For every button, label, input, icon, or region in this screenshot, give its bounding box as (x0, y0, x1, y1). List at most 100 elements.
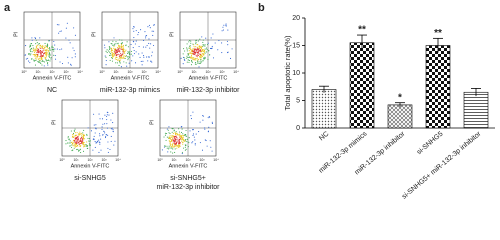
flow-event (69, 42, 71, 44)
flow-event (201, 55, 203, 57)
flow-caption: si-SNHG5 (74, 175, 106, 182)
flow-event (175, 145, 177, 147)
flow-event (199, 142, 201, 144)
flow-y-label: PI (169, 32, 175, 37)
flow-event (36, 47, 38, 49)
flow-y-label: PI (149, 120, 155, 125)
flow-event (70, 130, 72, 132)
flow-event (121, 39, 123, 41)
flow-event (104, 136, 107, 139)
flow-event (29, 44, 31, 46)
flow-event (33, 60, 35, 62)
flow-event (70, 146, 73, 149)
flow-event (201, 46, 203, 48)
flow-event (47, 48, 49, 50)
flow-event (204, 139, 206, 141)
flow-event (182, 133, 184, 135)
flow-event (202, 119, 204, 121)
flow-event (192, 111, 194, 113)
flow-event (25, 54, 27, 56)
flow-event (205, 37, 207, 39)
flow-event (34, 64, 37, 66)
flow-event (151, 51, 153, 53)
flow-event (77, 138, 79, 140)
flow-event (82, 132, 84, 134)
flow-event (178, 141, 181, 143)
flow-event (164, 132, 166, 134)
flow-event (172, 141, 174, 143)
flow-event (66, 22, 68, 24)
x-tick-label: si-SNHG5+ miR-132-3p inhibitor (401, 130, 483, 199)
flow-event (107, 134, 109, 136)
flow-event (163, 146, 165, 148)
flow-event (189, 47, 191, 50)
flow-event (197, 60, 199, 62)
flow-event (201, 51, 203, 53)
flow-event (166, 136, 168, 138)
flow-event (110, 128, 112, 130)
flow-event (101, 118, 104, 120)
flow-event (34, 48, 36, 50)
flow-event (163, 136, 165, 138)
flow-event (83, 138, 85, 140)
flow-event (178, 146, 181, 148)
flow-event (45, 53, 47, 55)
flow-event (169, 143, 171, 145)
flow-event (122, 45, 124, 47)
flow-event (108, 51, 111, 53)
flow-event (196, 53, 198, 55)
flow-event (111, 48, 113, 50)
flow-event (201, 149, 204, 151)
flow-event (46, 60, 48, 62)
flow-event (99, 133, 101, 135)
flow-event (84, 138, 86, 140)
flow-event (193, 48, 195, 50)
flow-event (53, 40, 55, 43)
flow-event (82, 136, 84, 138)
flow-event (107, 151, 109, 153)
flow-event (118, 46, 120, 48)
flow-event (117, 59, 119, 61)
flow-event (71, 150, 73, 152)
flow-event (197, 48, 199, 50)
flow-event (122, 44, 125, 46)
flow-event (186, 50, 188, 52)
flow-event (37, 48, 39, 50)
flow-event (190, 56, 192, 58)
flow-event (83, 142, 85, 144)
flow-event (187, 57, 189, 59)
flow-tick-label: 10² (205, 70, 211, 74)
flow-event (43, 61, 45, 63)
flow-tick-label: 10² (127, 70, 133, 74)
flow-event (211, 45, 213, 47)
flow-event (115, 52, 117, 54)
flow-event (181, 140, 183, 142)
flow-event (192, 50, 194, 52)
flow-event (125, 55, 128, 57)
flow-event (111, 58, 113, 60)
bar (387, 104, 413, 129)
flow-event (184, 146, 186, 148)
flow-event (112, 131, 114, 133)
flow-event (45, 51, 47, 53)
flow-event (108, 46, 110, 48)
flow-event (40, 51, 43, 53)
flow-event (119, 62, 121, 64)
flow-event (35, 50, 37, 52)
flow-event (170, 151, 172, 153)
flow-event (184, 144, 186, 146)
flow-event (36, 58, 38, 60)
flow-event (172, 128, 174, 130)
flow-event (104, 55, 106, 57)
flow-event (172, 152, 174, 154)
flow-event (118, 58, 120, 60)
flow-event (192, 43, 194, 45)
flow-event (32, 45, 34, 47)
flow-event (182, 147, 185, 149)
flow-event (110, 135, 112, 138)
flow-event (117, 60, 119, 62)
flow-tick-label: 10⁴ (155, 70, 161, 74)
flow-event (41, 57, 43, 60)
flow-event (43, 46, 45, 48)
flow-event (214, 42, 216, 44)
